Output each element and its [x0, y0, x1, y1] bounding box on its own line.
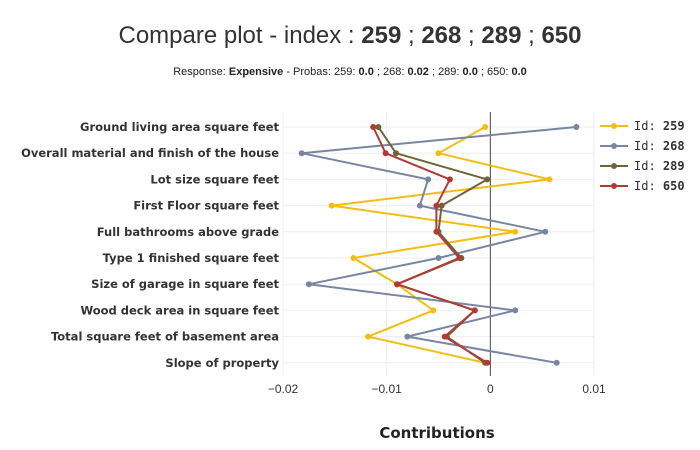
- response-label: Response:: [173, 66, 229, 78]
- proba-id-650: 650: [487, 66, 506, 78]
- series-line-259: [330, 126, 551, 364]
- proba-id-259: 259: [334, 66, 353, 78]
- legend-entry-289: Id: 289: [634, 159, 685, 173]
- series-point-268: [404, 333, 411, 340]
- series-point-268: [416, 202, 423, 209]
- proba-value-268: 0.02: [407, 66, 429, 78]
- title-id-1: 259: [361, 22, 402, 49]
- series-point-268: [553, 359, 560, 366]
- x-tick-label: −0.01: [371, 382, 402, 396]
- series-point-268: [435, 255, 442, 261]
- legend-swatch-marker: [611, 123, 617, 129]
- series-point-650: [441, 333, 448, 340]
- series-point-268: [573, 124, 580, 130]
- legend-prefix: Id:: [634, 179, 663, 193]
- legend-entry-650: Id: 650: [634, 179, 685, 193]
- legend-swatch-marker: [611, 143, 617, 149]
- series-point-289: [375, 124, 382, 130]
- series-point-259: [328, 202, 335, 209]
- legend-swatch-marker: [611, 183, 617, 189]
- x-axis-label: Contributions: [379, 424, 494, 442]
- y-category-label: Lot size square feet: [150, 172, 279, 186]
- response-value: Expensive: [228, 66, 284, 78]
- series-point-650: [382, 150, 389, 157]
- y-category-label: Total square feet of basement area: [51, 330, 279, 344]
- legend-id: 289: [663, 159, 685, 173]
- series-point-259: [512, 228, 519, 235]
- series-point-650: [456, 255, 463, 261]
- series-point-268: [298, 150, 305, 157]
- series-point-650: [433, 202, 440, 209]
- title-prefix: Compare plot - index :: [118, 22, 362, 49]
- series-point-259: [482, 124, 489, 130]
- series-point-268: [305, 281, 312, 288]
- y-category-label: First Floor square feet: [133, 199, 279, 213]
- probas-label: - Probas:: [283, 66, 335, 78]
- series-point-289: [392, 150, 399, 157]
- y-category-label: Slope of property: [165, 356, 279, 370]
- x-tick-label: 0: [487, 382, 494, 396]
- series-point-268: [512, 307, 519, 314]
- legend-id: 650: [663, 179, 685, 193]
- series-point-259: [435, 150, 442, 157]
- legend-id: 259: [663, 119, 685, 133]
- legend-entry-259: Id: 259: [634, 119, 685, 133]
- proba-id-289: 289: [438, 66, 457, 78]
- chart-title: Compare plot - index : 259 ; 268 ; 289 ;…: [0, 22, 700, 50]
- proba-value-289: 0.0: [462, 66, 478, 78]
- series-point-289: [484, 176, 491, 183]
- series-point-650: [471, 307, 478, 314]
- proba-value-650: 0.0: [511, 66, 527, 78]
- legend-prefix: Id:: [634, 159, 663, 173]
- legend-entry-268: Id: 268: [634, 139, 685, 153]
- y-category-label: Ground living area square feet: [80, 120, 279, 134]
- legend-swatch-marker: [611, 163, 617, 169]
- title-sep-1: ;: [401, 22, 422, 49]
- legend-prefix: Id:: [634, 139, 663, 153]
- x-tick-label: −0.02: [268, 382, 299, 396]
- series-point-259: [350, 255, 357, 261]
- title-id-3: 289: [481, 22, 522, 49]
- title-sep-2: ;: [461, 22, 482, 49]
- y-category-label: Type 1 finished square feet: [103, 251, 280, 265]
- series-point-268: [542, 228, 549, 235]
- x-tick-label: 0.01: [582, 382, 606, 396]
- y-category-label: Overall material and finish of the house: [21, 146, 279, 160]
- legend-id: 268: [663, 139, 685, 153]
- series-point-650: [394, 281, 401, 288]
- series-point-259: [430, 307, 437, 314]
- y-category-label: Size of garage in square feet: [91, 277, 279, 291]
- title-sep-3: ;: [521, 22, 542, 49]
- series-point-650: [433, 228, 440, 235]
- series-line-650: [372, 126, 488, 364]
- proba-id-268: 268: [382, 66, 402, 78]
- y-category-label: Wood deck area in square feet: [80, 303, 279, 317]
- series-point-650: [446, 176, 453, 183]
- y-category-label: Full bathrooms above grade: [97, 225, 279, 239]
- series-point-259: [365, 333, 372, 340]
- proba-value-259: 0.0: [358, 66, 374, 78]
- legend-prefix: Id:: [634, 119, 663, 133]
- series-point-650: [370, 124, 377, 130]
- series-point-259: [546, 176, 553, 183]
- series-point-268: [425, 176, 432, 183]
- series-point-650: [484, 359, 491, 366]
- series-point-289: [438, 202, 445, 209]
- title-id-4: 650: [541, 22, 582, 49]
- title-id-2: 268: [421, 22, 462, 49]
- chart-subtitle: Response: Expensive - Probas: 259: 0.0 ;…: [173, 66, 527, 78]
